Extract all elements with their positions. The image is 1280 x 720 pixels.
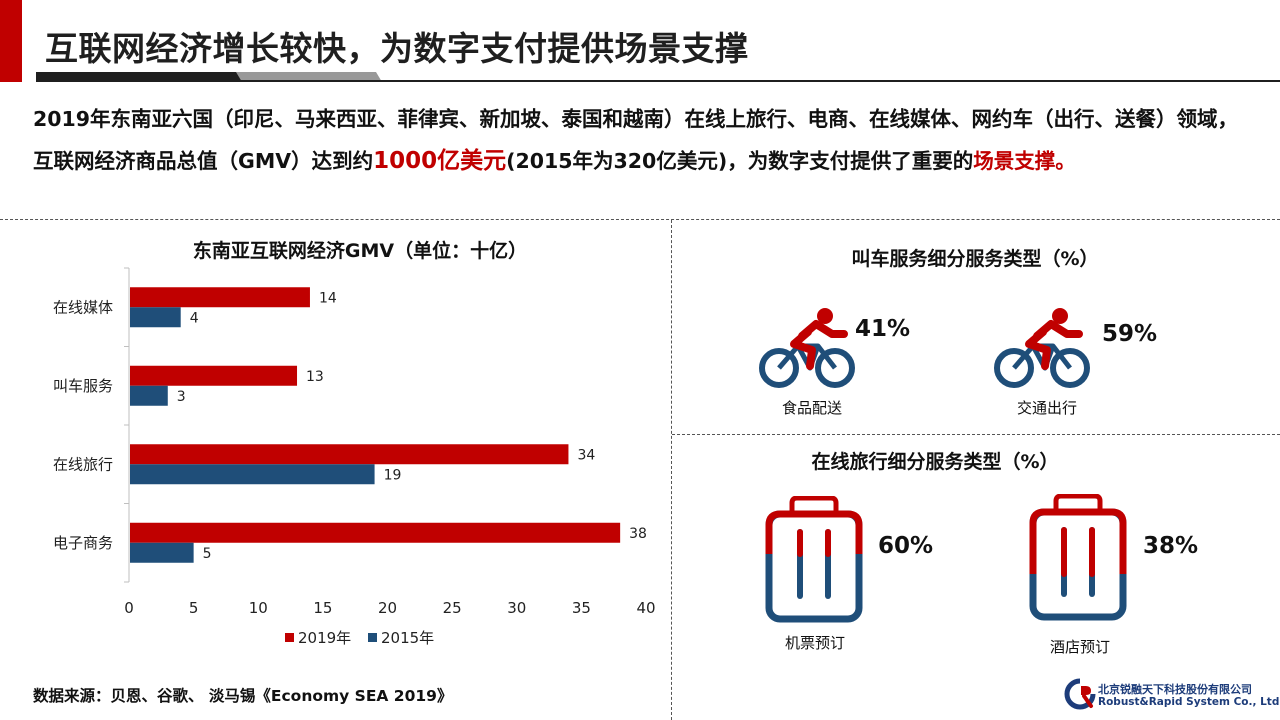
gmv-bar-chart: 在线媒体 14 4 叫车服务 13 3 在线旅行 34 19 电子商务 38 5 0 5 10 15 20 25 3… [53, 267, 656, 647]
data-source-note: 数据来源：贝恩、谷歌、 淡马锡《Economy SEA 2019》 [33, 687, 453, 705]
data-label: 5 [203, 546, 212, 562]
x-tick-label: 35 [572, 599, 591, 617]
intro-text-3: 。 [1055, 149, 1076, 173]
company-logo [1064, 678, 1096, 710]
x-tick-label: 0 [124, 599, 134, 617]
hotel-booking-percent: 38% [1143, 533, 1199, 559]
intro-highlight-scenario: 场景支撑 [973, 149, 1056, 173]
x-tick-label: 30 [507, 599, 526, 617]
intro-paragraph: 2019年东南亚六国（印尼、马来西亚、菲律宾、新加坡、泰国和越南）在线上旅行、电… [33, 98, 1258, 182]
bar-2015 [130, 542, 194, 563]
data-label: 13 [306, 369, 324, 385]
data-label: 34 [577, 447, 595, 463]
legend-swatch [285, 633, 294, 642]
luggage-icon [1029, 494, 1127, 621]
intro-text-2: (2015年为320亿美元)，为数字支付提供了重要的 [506, 149, 974, 173]
legend-label: 2015年 [381, 629, 434, 647]
food-delivery-label: 食品配送 [781, 399, 842, 417]
legend-swatch [368, 633, 377, 642]
transport-percent: 59% [1102, 321, 1158, 347]
legend-label: 2019年 [298, 629, 351, 647]
category-label: 叫车服务 [53, 377, 113, 395]
data-label: 4 [190, 310, 199, 326]
x-tick-label: 20 [378, 599, 397, 617]
company-name-en: Robust&Rapid System Co., Ltd [1098, 696, 1280, 708]
bar-2019 [130, 444, 569, 465]
x-tick-label: 25 [443, 599, 462, 617]
title-accent-bar [0, 0, 22, 82]
data-label: 14 [319, 290, 337, 306]
bar-2019 [130, 522, 621, 543]
divider-top [0, 219, 1280, 220]
hotel-booking-label: 酒店预订 [1049, 638, 1110, 656]
chart-title: 东南亚互联网经济GMV（单位：十亿） [192, 240, 528, 262]
x-tick-label: 15 [313, 599, 332, 617]
bar-2019 [130, 287, 310, 308]
bicycle-rider-icon [994, 308, 1090, 388]
bicycle-rider-icon [759, 308, 855, 388]
divider-vertical [671, 220, 672, 720]
x-tick-label: 5 [189, 599, 199, 617]
travel-panel-title: 在线旅行细分服务类型（%） [811, 451, 1059, 473]
intro-text-1: 2019年东南亚六国（印尼、马来西亚、菲律宾、新加坡、泰国和越南）在线上旅行、电… [33, 107, 1239, 173]
x-tick-label: 10 [249, 599, 268, 617]
bar-2019 [130, 365, 298, 386]
flight-booking-label: 机票预订 [784, 634, 845, 652]
flight-booking-percent: 60% [878, 533, 934, 559]
intro-highlight-gmv: 1000亿美元 [373, 148, 507, 174]
data-label: 3 [177, 389, 186, 405]
food-delivery-percent: 41% [855, 316, 911, 342]
divider-right-middle [672, 434, 1280, 435]
title-underline [36, 72, 1280, 82]
transport-label: 交通出行 [1016, 399, 1077, 417]
data-label: 38 [629, 526, 647, 542]
luggage-icon [765, 496, 863, 623]
bar-2015 [130, 307, 181, 328]
bar-2015 [130, 385, 168, 406]
category-label: 在线旅行 [53, 455, 113, 473]
category-label: 在线媒体 [53, 298, 113, 316]
slide-title: 互联网经济增长较快，为数字支付提供场景支撑 [45, 29, 749, 68]
bar-2015 [130, 464, 375, 485]
company-name-cn: 北京锐融天下科技股份有限公司 [1098, 683, 1252, 696]
category-label: 电子商务 [53, 534, 113, 552]
data-label: 19 [384, 467, 402, 483]
ride-panel-title: 叫车服务细分服务类型（%） [851, 248, 1099, 270]
x-tick-label: 40 [636, 599, 655, 617]
